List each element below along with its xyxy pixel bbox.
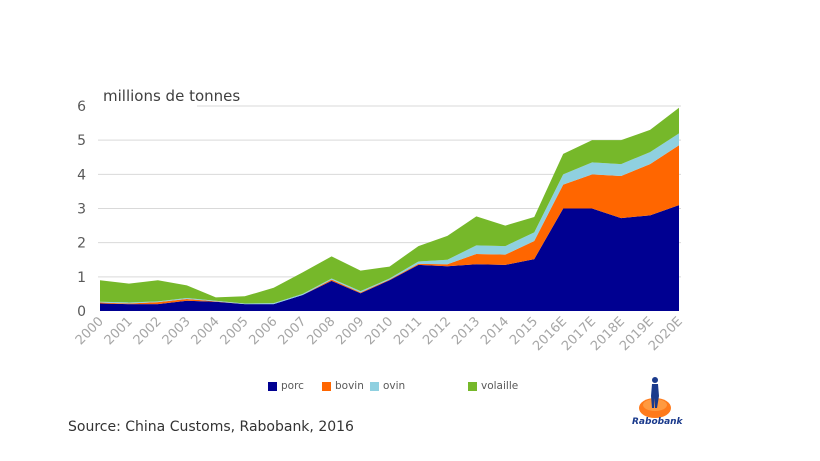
x-tick-label: 2012 [420,314,454,348]
source-note: Source: China Customs, Rabobank, 2016 [68,419,354,435]
legend-item-porc: porc [268,380,304,392]
legend-swatch [322,381,331,391]
legend-item-ovin: ovin [370,380,405,392]
x-tick-label: 2001 [102,314,136,348]
x-tick-label: 2006 [247,314,281,348]
y-tick-label: 3 [77,202,86,218]
y-tick-label: 1 [77,270,86,286]
x-tick-label: 2011 [391,314,425,348]
y-tick-label: 5 [77,133,86,149]
x-tick-label: 2008 [304,314,338,348]
y-tick-label: 4 [77,167,86,183]
y-tick-label: 6 [77,99,86,115]
x-tick-label: 2010 [362,314,396,348]
x-tick-label: 2014 [478,314,512,348]
y-axis-label: millions de tonnes [103,87,241,105]
x-tick-label: 2007 [275,314,309,348]
logo-text: Rabobank [632,417,683,427]
x-tick-label: 2002 [131,314,165,348]
x-tick-label: 2005 [218,314,252,348]
y-tick-label: 2 [77,236,86,252]
legend-item-volaille: volaille [468,380,518,392]
legend-swatch [468,381,477,391]
x-tick-label: 2009 [333,314,367,348]
legend-swatch [268,381,277,391]
area-porc [100,205,679,311]
y-axis-ticks: 0 1 2 3 4 5 6 [77,99,86,320]
area-series [100,107,679,311]
rabobank-logo-icon [639,377,671,418]
area-volaille [100,107,679,304]
y-tick-label: 0 [77,304,86,320]
x-axis-ticks: 2000200120022003200420052006200720082009… [73,314,686,354]
x-tick-label: 2013 [449,314,483,348]
x-tick-label: 2004 [189,314,223,348]
x-tick-label: 2003 [160,314,194,348]
legend-swatch [370,381,379,391]
legend-item-bovin: bovin [322,380,364,392]
